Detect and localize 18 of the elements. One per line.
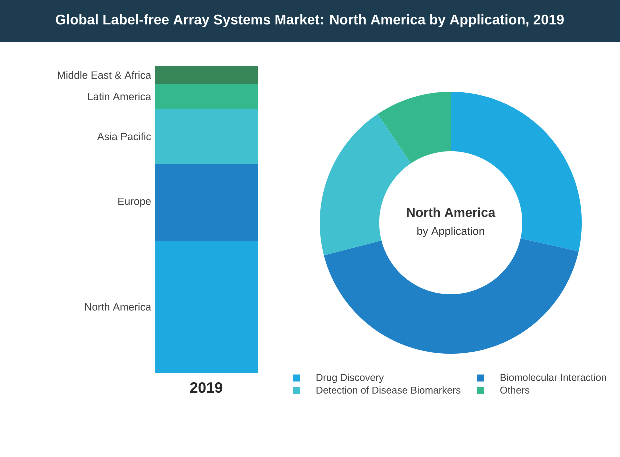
text: North America <box>407 208 496 218</box>
bar <box>155 84 258 109</box>
legend-label: Drug Discovery <box>316 374 384 384</box>
series-label: Middle East & Africa <box>58 71 152 80</box>
bar <box>155 66 258 84</box>
text: Global Label-free Array Systems Market: North America by Application, 2019 <box>56 14 564 28</box>
x-tick-label: 2019 <box>190 382 223 394</box>
series-label: North America <box>85 303 152 311</box>
bar <box>155 108 258 164</box>
series-label: Asia Pacific <box>97 132 152 140</box>
series-label: Europe <box>118 198 151 208</box>
text: by Application <box>418 227 484 238</box>
bar <box>155 240 258 373</box>
legend-label: Detection of Disease Biomarkers <box>316 386 461 394</box>
legend-label: Biomolecular Interaction <box>500 374 606 382</box>
legend-label: Others <box>500 386 530 394</box>
series-label: Latin America <box>88 92 152 101</box>
bar <box>155 164 258 241</box>
